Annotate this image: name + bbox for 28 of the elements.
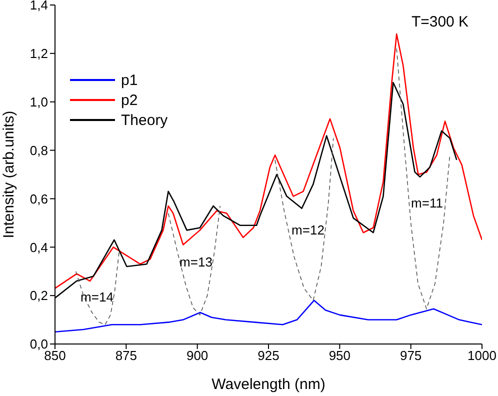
line-series (55, 33, 482, 289)
annotation: m=11 (411, 196, 443, 210)
annotation: m=14 (80, 290, 114, 304)
x-tick-label: 1000 (468, 348, 496, 364)
y-tick-label: 1,0 (30, 94, 48, 110)
y-tick-label: 0,8 (30, 142, 48, 158)
legend-label: p1 (121, 72, 138, 88)
legend-label: p2 (121, 92, 138, 108)
y-tick-label: 1,2 (30, 46, 48, 62)
line-series (55, 300, 482, 333)
line-series (274, 138, 334, 301)
y-axis-title: Intensity (arb.units) (0, 110, 18, 238)
x-tick-label: 875 (115, 348, 138, 364)
annotation: m=13 (180, 254, 212, 270)
x-tick-label: 950 (328, 348, 351, 364)
y-tick-label: 1,4 (30, 0, 48, 13)
annotation: T=300 K (411, 14, 469, 30)
x-axis-title: Wavelength (nm) (212, 376, 326, 393)
line-series (396, 48, 450, 310)
annotation: m=12 (292, 222, 324, 238)
x-tick-label: 900 (186, 348, 208, 364)
line-series (168, 206, 221, 316)
y-tick-label: 0,6 (30, 191, 48, 206)
legend-label: Theory (121, 112, 168, 128)
x-tick-label: 975 (400, 348, 422, 364)
x-tick-label: 925 (258, 348, 280, 364)
y-tick-label: 0,4 (30, 240, 48, 255)
y-tick-label: 0,2 (30, 288, 48, 304)
